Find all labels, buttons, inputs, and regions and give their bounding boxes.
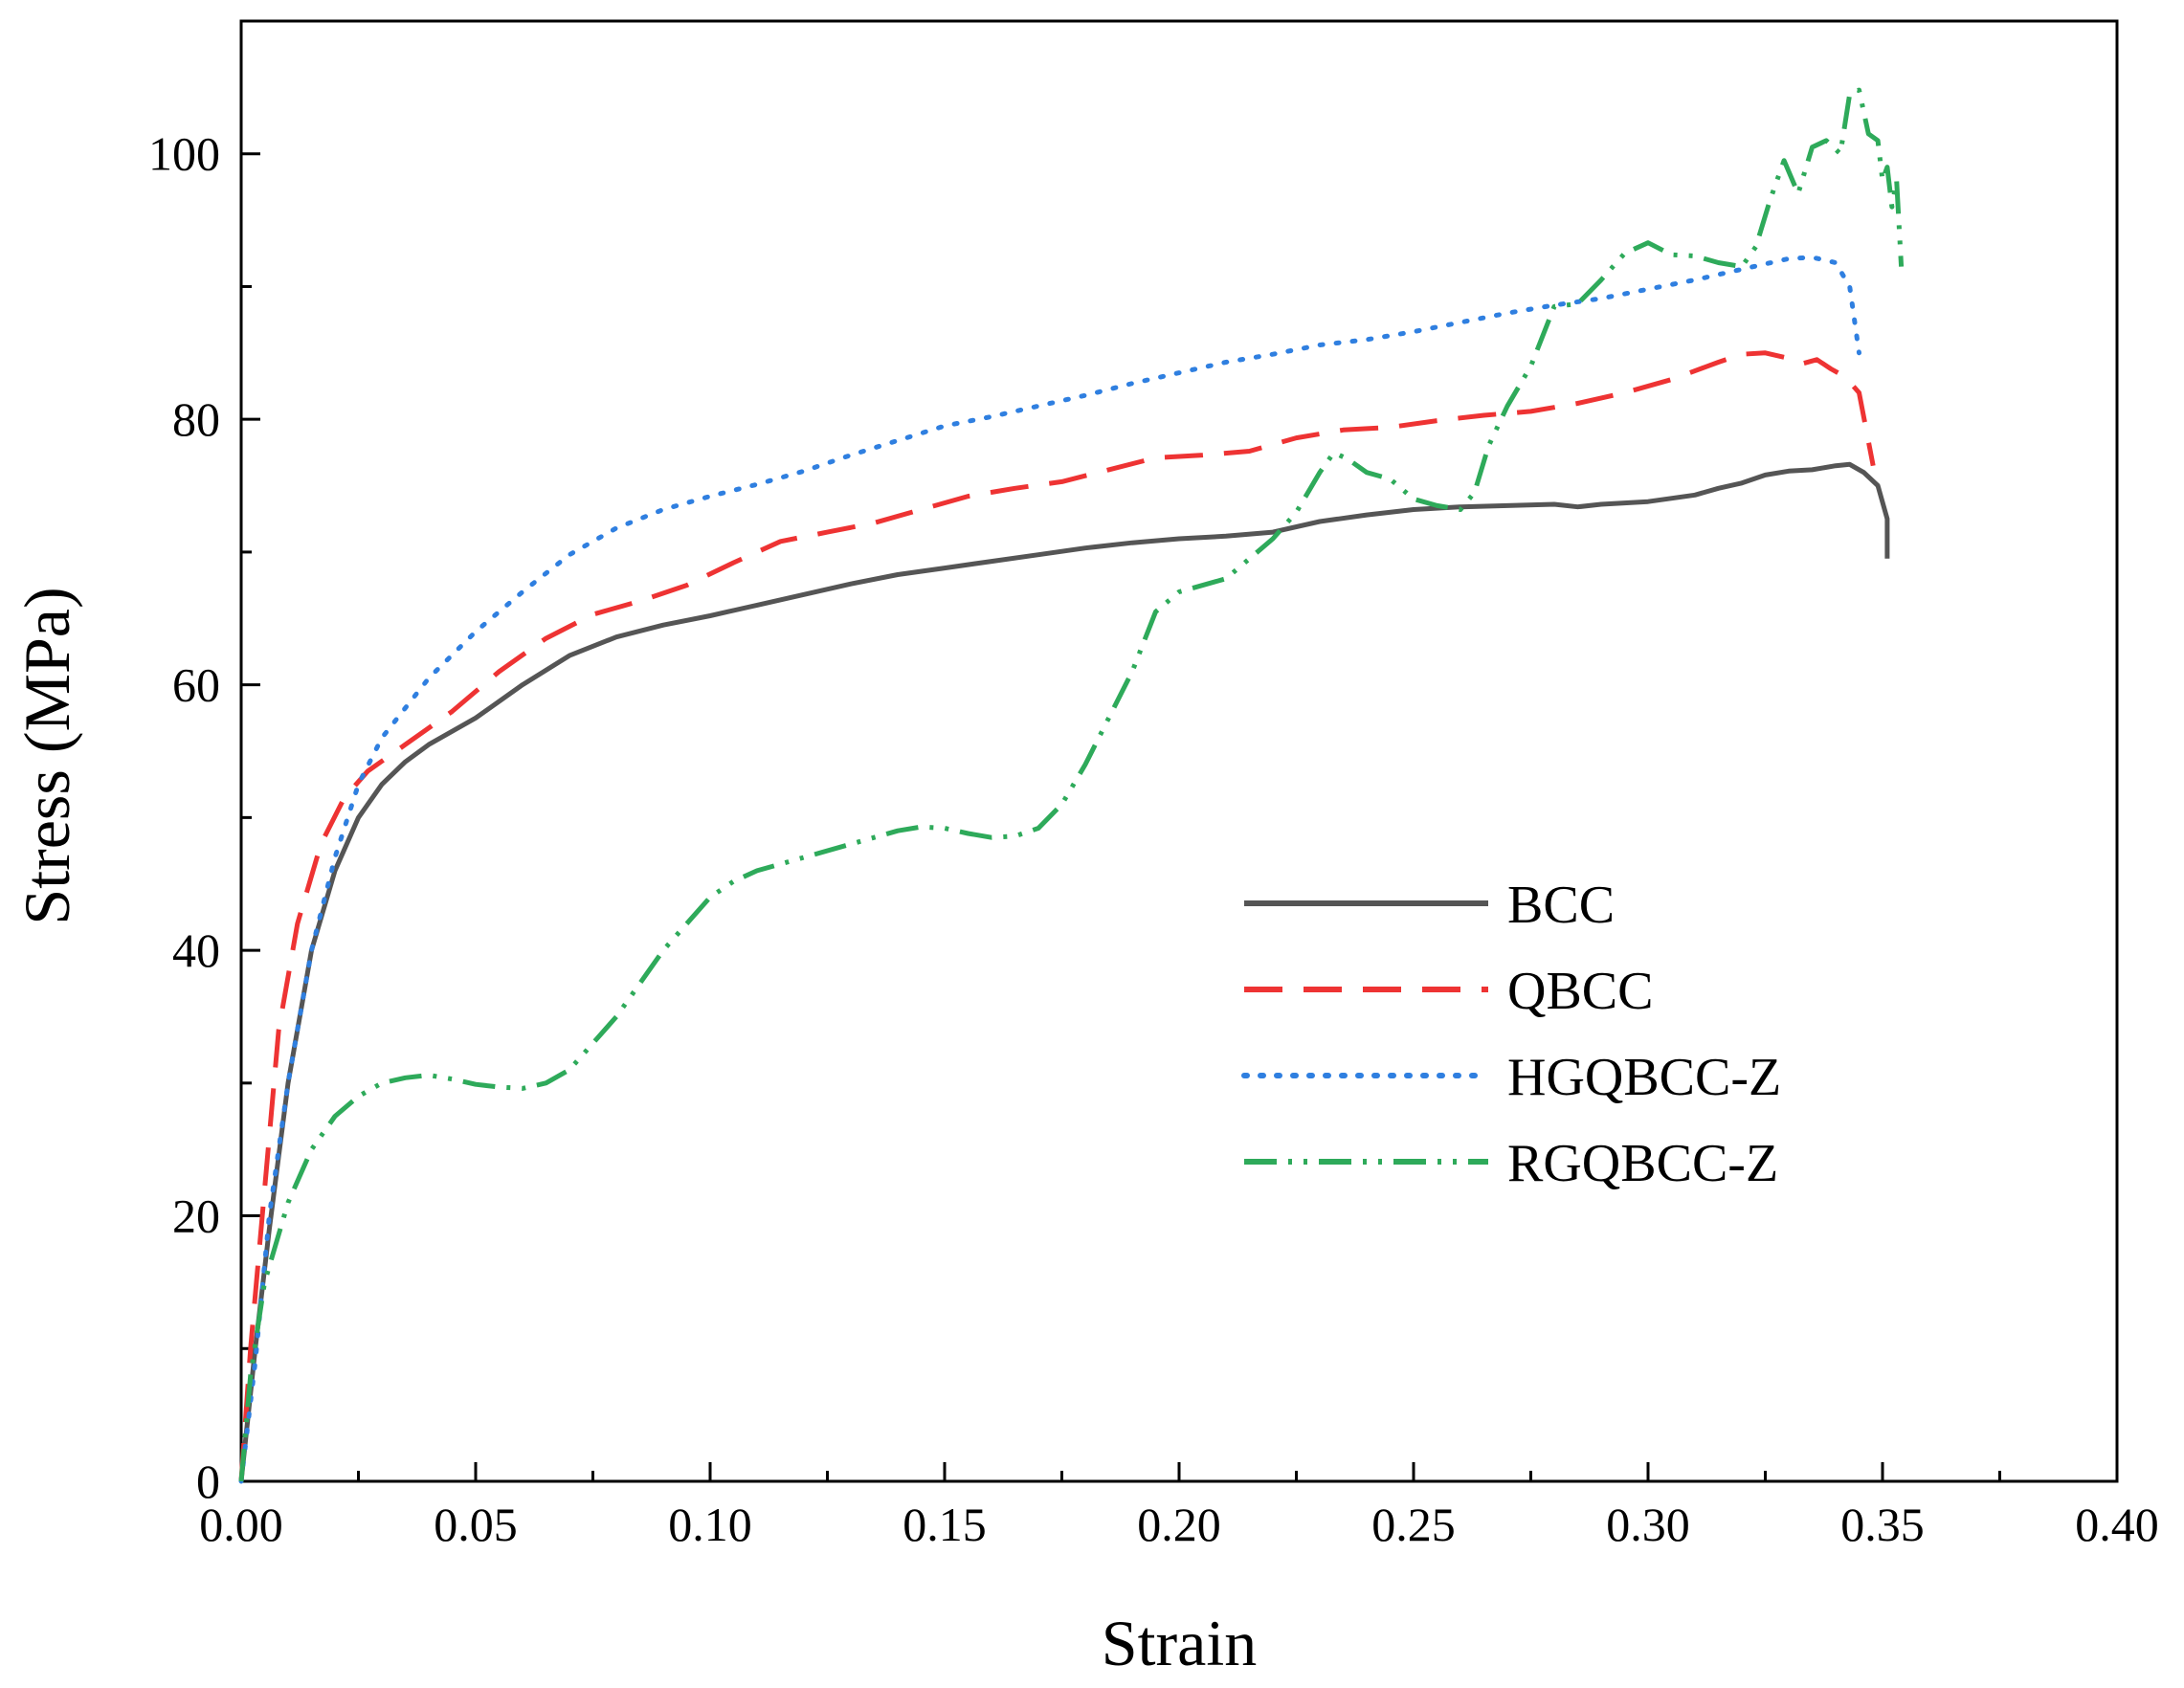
x-tick-label: 0.00 [199,1498,283,1551]
y-tick-label: 80 [172,392,220,446]
series-line-hgqbcc-z [238,255,1861,1484]
legend-label-rgqbcc-z: RGQBCC-Z [1507,1134,1778,1193]
plot-frame [239,19,2119,1483]
y-axis-title: Stress (MPa) [11,587,83,924]
y-tick-label: 100 [148,127,220,181]
x-axis-title: Strain [1102,1607,1257,1679]
x-tick-label: 0.40 [2075,1498,2159,1551]
y-tick-label: 0 [196,1455,220,1508]
legend-label-qbcc: QBCC [1507,962,1654,1021]
x-tick-label: 0.30 [1606,1498,1690,1551]
x-tick-label: 0.10 [668,1498,752,1551]
series-layer [238,87,1905,1484]
x-tick-label: 0.05 [434,1498,518,1551]
x-tick-label: 0.20 [1137,1498,1221,1551]
y-tick-label: 20 [172,1189,220,1243]
legend-label-bcc: BCC [1507,876,1615,935]
y-tick-label: 40 [172,923,220,977]
legend: BCC QBCC HGQBCC-Z RGQBCC-Z [1241,876,1781,1193]
y-tick-label: 60 [172,658,220,712]
plot-frame-layer [239,19,2119,1483]
x-tick-label: 0.25 [1371,1498,1456,1551]
x-tick-label: 0.35 [1840,1498,1925,1551]
axis-ticks-layer: 0.00 0.05 0.10 0.15 0.20 0.25 0.30 0.35 0.40 0 20 4… [148,127,2159,1551]
series-line-rgqbcc-z [238,87,1905,1482]
series-line-bcc [238,461,1890,1482]
x-tick-label: 0.15 [903,1498,987,1551]
series-line-qbcc [238,350,1876,1482]
legend-label-hgqbcc-z: HGQBCC-Z [1507,1048,1781,1107]
